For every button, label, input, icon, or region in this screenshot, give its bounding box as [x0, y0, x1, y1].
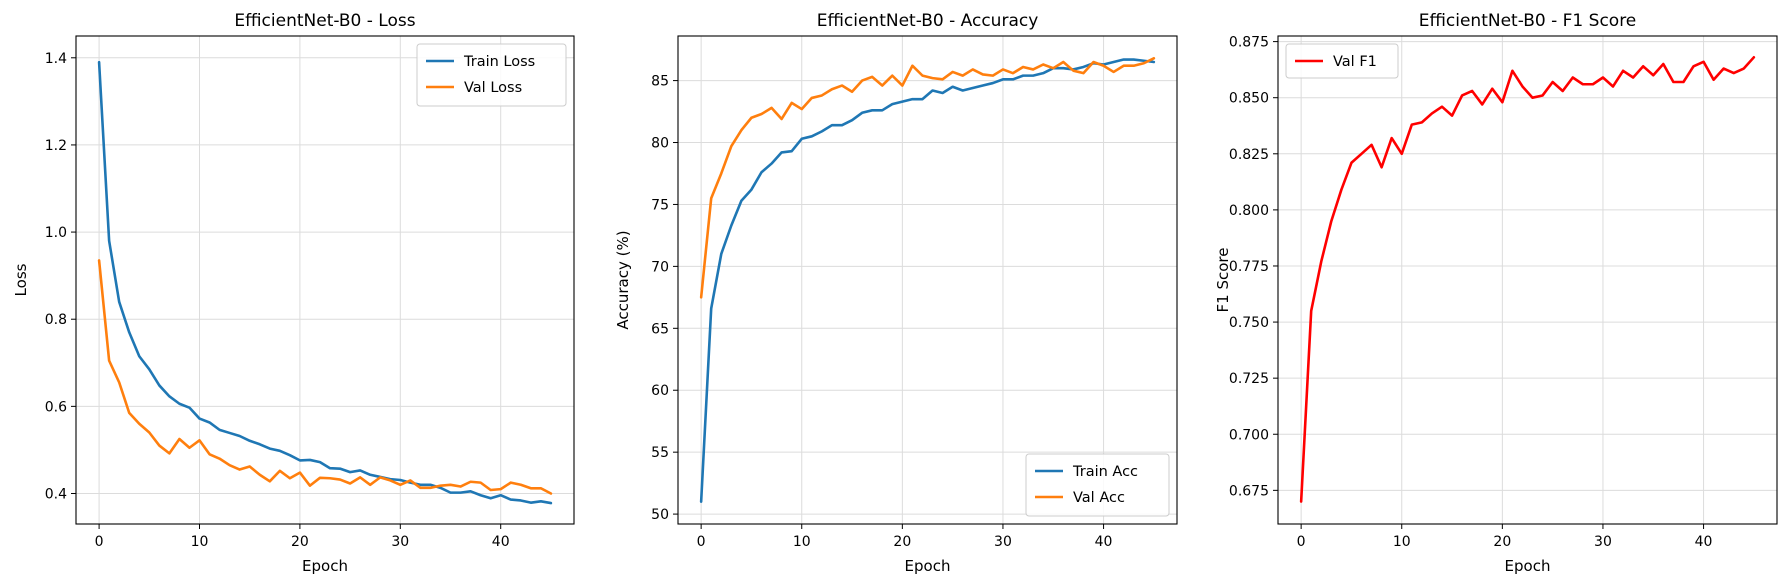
x-tick-label: 30 — [1594, 534, 1612, 550]
y-tick-label: 1.4 — [45, 51, 67, 67]
y-tick-label: 0.4 — [45, 487, 67, 503]
y-tick-label: 80 — [651, 136, 669, 152]
x-tick-label: 10 — [191, 534, 209, 550]
plot-frame — [677, 35, 1178, 525]
x-tick-label: 10 — [1393, 534, 1411, 550]
x-tick-label: 20 — [291, 534, 309, 550]
y-tick-label: 65 — [651, 321, 669, 337]
y-tick-label: 0.850 — [1229, 91, 1269, 107]
legend-entry: Train Acc — [1072, 464, 1138, 480]
x-axis-label: Epoch — [302, 557, 348, 575]
x-tick-label: 0 — [697, 534, 706, 550]
legend-entry: Val F1 — [1333, 54, 1377, 70]
x-tick-label: 10 — [793, 534, 811, 550]
chart-title: EfficientNet-B0 - F1 Score — [1419, 11, 1637, 31]
chart-panel-1: 0 10 20 30 40 0.4 0.6 0.8 1.0 1.2 1.4 EfficientNet-… — [12, 11, 575, 575]
x-tick-label: 40 — [492, 534, 510, 550]
y-tick-label: 0.725 — [1229, 371, 1269, 387]
legend: Train Acc Val Acc — [1025, 453, 1170, 517]
y-tick-label: 0.775 — [1229, 259, 1269, 275]
y-tick-label: 1.0 — [45, 225, 67, 241]
legend-entry: Val Loss — [464, 80, 522, 96]
y-tick-label: 0.800 — [1229, 203, 1269, 219]
legend: Train Loss Val Loss — [416, 43, 567, 107]
y-tick-label: 75 — [651, 197, 669, 213]
x-tick-label: 30 — [994, 534, 1012, 550]
x-tick-label: 30 — [391, 534, 409, 550]
legend-box — [1285, 43, 1399, 79]
legend-entry: Train Loss — [463, 54, 535, 70]
y-tick-label: 0.700 — [1229, 427, 1269, 443]
x-tick-label: 40 — [1095, 534, 1113, 550]
chart-panel-3: 0 10 20 30 40 0.675 0.700 0.725 0.750 0.775 0.800 0… — [1214, 11, 1778, 575]
chart-title: EfficientNet-B0 - Accuracy — [817, 11, 1039, 31]
series-line-train-loss — [97, 60, 553, 505]
y-tick-label: 0.750 — [1229, 315, 1269, 331]
plot-frame — [1277, 35, 1778, 525]
x-tick-label: 40 — [1695, 534, 1713, 550]
y-tick-label: 85 — [651, 74, 669, 90]
series-line-val-f1 — [1299, 56, 1756, 503]
y-tick-label: 55 — [651, 445, 669, 461]
x-axis-label: Epoch — [905, 557, 951, 575]
chart-title: EfficientNet-B0 - Loss — [234, 11, 415, 31]
series-line-val-acc — [699, 56, 1156, 299]
chart-panel-2: 0 10 20 30 40 50 55 60 65 70 75 80 85 EfficientNet-B0… — [614, 11, 1178, 575]
y-tick-label: 0.8 — [45, 312, 67, 328]
x-axis-label: Epoch — [1505, 557, 1551, 575]
y-tick-label: 1.2 — [45, 138, 67, 154]
x-tick-label: 0 — [1297, 534, 1306, 550]
y-tick-label: 50 — [651, 507, 669, 523]
series-line-val-loss — [97, 259, 553, 495]
legend: Val F1 — [1285, 43, 1399, 79]
x-tick-label: 20 — [893, 534, 911, 550]
y-tick-label: 0.675 — [1229, 483, 1269, 499]
y-axis-label: F1 Score — [1214, 248, 1232, 313]
x-tick-label: 20 — [1493, 534, 1511, 550]
legend-box — [416, 43, 567, 107]
y-axis-label: Loss — [12, 263, 30, 296]
y-tick-label: 0.875 — [1229, 35, 1269, 51]
y-tick-label: 0.825 — [1229, 147, 1269, 163]
y-tick-label: 60 — [651, 383, 669, 399]
y-tick-label: 0.6 — [45, 399, 67, 415]
legend-entry: Val Acc — [1073, 490, 1125, 506]
x-tick-label: 0 — [95, 534, 104, 550]
plot-frame — [75, 35, 575, 525]
y-axis-label: Accuracy (%) — [614, 230, 632, 329]
series-line-train-acc — [699, 58, 1156, 504]
y-tick-label: 70 — [651, 259, 669, 275]
legend-box — [1025, 453, 1170, 517]
